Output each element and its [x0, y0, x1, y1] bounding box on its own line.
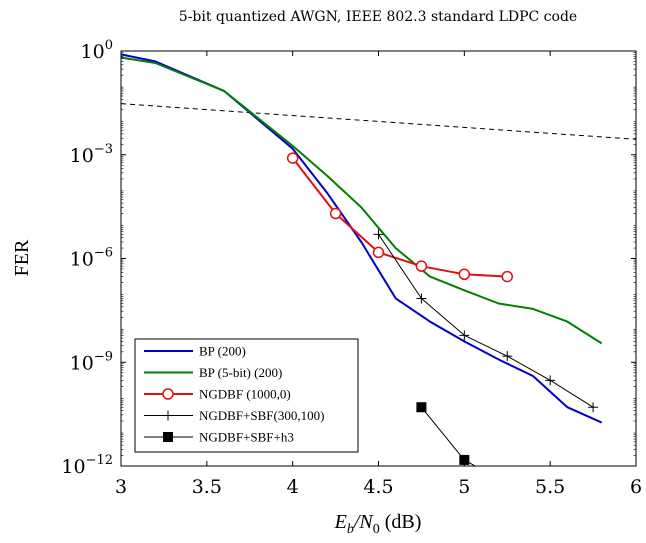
x-axis-label-e: E	[334, 511, 347, 533]
legend-label-5: NGDBF+SBF+h3	[199, 430, 294, 445]
series-line-4	[378, 234, 594, 408]
y-tick-exponent: −3	[94, 142, 113, 157]
series-point-3	[415, 260, 428, 272]
y-tick-label: 10−3	[70, 142, 113, 167]
legend: BP (200) BP (5-bit) (200) NGDBF (1000,0) NG…	[134, 338, 359, 453]
series-point-3	[501, 270, 513, 283]
chart-title: 5-bit quantized AWGN, IEEE 802.3 standar…	[179, 9, 577, 25]
series-point-4	[545, 375, 556, 386]
legend-marker-5	[163, 432, 173, 442]
x-axis-label: Eb/N0 (dB)	[334, 511, 422, 537]
y-tick-base: 10	[61, 456, 85, 478]
series-point-4	[502, 351, 513, 362]
series-point-4	[459, 330, 470, 341]
legend-label-2: BP (5-bit) (200)	[199, 365, 282, 380]
y-tick-exponent: 0	[105, 38, 113, 53]
reference-dashed-line	[121, 103, 636, 140]
legend-marker-3	[162, 388, 174, 400]
series-point-5	[416, 402, 427, 413]
y-tick-label: 10−12	[61, 453, 113, 478]
x-tick-label: 5.5	[535, 476, 565, 498]
series-point-4	[588, 402, 599, 413]
x-tick-label: 3.5	[192, 476, 222, 498]
x-axis-label-unit: (dB)	[380, 511, 422, 533]
series-line-3	[291, 157, 508, 278]
y-tick-label: 10−9	[70, 349, 113, 374]
y-tick-base: 10	[70, 145, 94, 167]
y-tick-label: 100	[81, 38, 113, 63]
series-point-3	[286, 152, 299, 164]
series-point-3	[329, 207, 342, 220]
x-tick-label: 4.5	[363, 476, 393, 498]
y-tick-exponent: −6	[94, 246, 113, 261]
series-point-3	[458, 268, 471, 281]
x-axis-label-sub-0: 0	[373, 522, 380, 537]
y-tick-base: 10	[81, 41, 105, 63]
x-axis-label-n: /N	[353, 511, 375, 533]
y-axis-label: FER	[11, 239, 33, 276]
series-point-4	[416, 293, 427, 304]
series-point-5	[459, 454, 470, 465]
x-tick-label: 6	[630, 476, 642, 498]
legend-label-1: BP (200)	[199, 344, 246, 359]
series-point-3	[372, 246, 385, 259]
legend-label-4: NGDBF+SBF(300,100)	[199, 408, 324, 423]
x-tick-label: 3	[115, 476, 127, 498]
legend-label-3: NGDBF (1000,0)	[199, 387, 291, 402]
x-tick-label: 5	[458, 476, 470, 498]
y-tick-base: 10	[70, 352, 94, 374]
x-tick-label: 4	[287, 476, 299, 498]
series-point-4	[373, 229, 384, 240]
series-line-2	[121, 56, 603, 345]
x-axis-label-sub-b: b	[347, 522, 354, 537]
y-tick-base: 10	[70, 249, 94, 271]
legend-marker-4	[163, 410, 173, 421]
y-tick-label: 10−6	[70, 246, 113, 271]
axes-frame	[120, 50, 637, 467]
y-tick-exponent: −12	[86, 453, 113, 468]
series-line-5	[421, 406, 477, 466]
y-tick-exponent: −9	[94, 349, 113, 364]
